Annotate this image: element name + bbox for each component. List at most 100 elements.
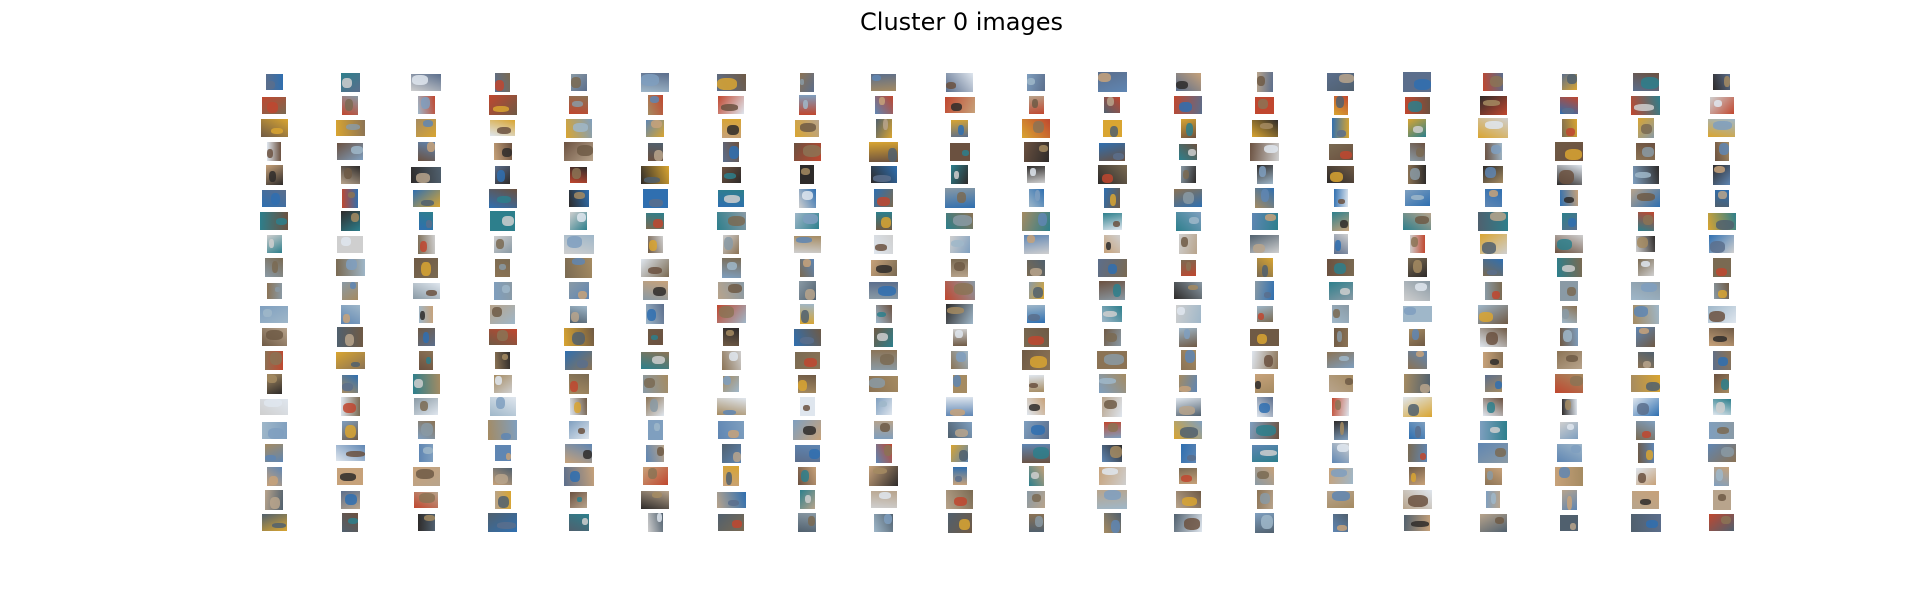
thumbnail-image [949,235,970,253]
thumbnail-image [794,351,820,369]
thumbnail-image [798,95,816,116]
thumbnail-image [1027,259,1045,276]
thumbnail-image [723,234,740,254]
thumbnail-image [1255,96,1275,114]
thumbnail-image [1022,350,1050,371]
thumbnail-image [642,188,668,208]
thumbnail-image [951,444,969,462]
thumbnail-image [563,466,594,486]
thumbnail-image [874,234,894,254]
thumbnail-image [1407,258,1427,278]
thumbnail-image [721,118,741,138]
thumbnail-image [417,328,435,347]
thumbnail-image [265,258,283,278]
thumbnail-image [716,305,746,323]
thumbnail-image [795,119,820,137]
thumbnail-image [1023,421,1049,439]
thumbnail-image [1175,491,1201,509]
thumbnail-image [1028,375,1044,393]
thumbnail-image [493,281,512,300]
thumbnail-image [1174,189,1203,207]
thumbnail-image [1556,164,1582,185]
thumbnail-image [1028,96,1044,115]
thumbnail-image [1332,443,1350,464]
thumbnail-image [340,165,360,184]
thumbnail-image [266,282,282,299]
thumbnail-image [260,398,288,415]
thumbnail-image [564,142,594,162]
thumbnail-image [337,235,364,253]
thumbnail-image [340,304,360,324]
thumbnail-image [570,491,588,508]
thumbnail-image [412,373,440,394]
thumbnail-image [1250,421,1280,439]
thumbnail-image [641,258,669,277]
thumbnail-image [1484,281,1502,300]
thumbnail-image [718,189,745,207]
thumbnail-image [1707,212,1736,230]
thumbnail-image [565,443,593,463]
thumbnail-image [1027,166,1045,184]
thumbnail-image [1174,513,1203,532]
thumbnail-image [798,188,816,208]
thumbnail-image [1256,165,1273,185]
thumbnail-image [412,189,440,207]
thumbnail-image [1632,490,1660,509]
thumbnail-image [875,118,892,138]
thumbnail-image [1103,328,1121,346]
thumbnail-image [875,443,892,463]
thumbnail-image [1409,142,1425,161]
thumbnail-image [1483,352,1504,369]
thumbnail-image [1709,328,1735,347]
thumbnail-image [1560,328,1579,347]
thumbnail-image [1560,280,1579,301]
thumbnail-image [946,490,974,510]
thumbnail-image [1328,143,1353,160]
thumbnail-image [568,373,589,394]
thumbnail-image [647,513,663,533]
thumbnail-image [1707,444,1736,463]
thumbnail-image [335,259,365,277]
thumbnail-image [570,166,588,183]
thumbnail-image [1097,165,1127,185]
thumbnail-image [951,351,969,370]
thumbnail-image [337,327,364,348]
thumbnail-image [1027,73,1045,91]
thumbnail-image [716,73,746,91]
thumbnail-image [1409,235,1425,254]
thumbnail-image [799,490,815,510]
thumbnail-image [1333,95,1348,115]
thumbnail-image [1707,305,1736,323]
thumbnail-image [1174,282,1203,300]
thumbnail-image [1484,189,1502,207]
thumbnail-image [1555,374,1584,394]
thumbnail-image [870,166,897,184]
thumbnail-image [944,281,975,301]
thumbnail-image [262,96,286,114]
thumbnail-image [1255,374,1275,394]
thumbnail-image [1250,142,1280,161]
thumbnail-image [1479,327,1507,347]
thumbnail-image [1479,513,1507,532]
thumbnail-image [1022,211,1050,231]
thumbnail-image [1098,467,1126,486]
thumbnail-image [800,304,815,324]
thumbnail-image [1251,119,1278,137]
thumbnail-image [493,235,512,253]
thumbnail-image [793,420,822,440]
thumbnail-image [1631,95,1661,115]
thumbnail-image [952,374,967,393]
thumbnail-image [798,374,817,393]
thumbnail-image [570,212,588,231]
thumbnail-image [1712,398,1731,415]
thumbnail-image [869,141,899,162]
thumbnail-image [1327,352,1355,369]
thumbnail-image [1561,212,1577,230]
thumbnail-image [1179,327,1198,347]
thumbnail-image [488,513,518,533]
thumbnail-image [267,142,281,162]
thumbnail-image [1097,72,1127,92]
thumbnail-image [1555,142,1584,162]
thumbnail-image [642,374,668,393]
thumbnail-image [1028,189,1044,207]
